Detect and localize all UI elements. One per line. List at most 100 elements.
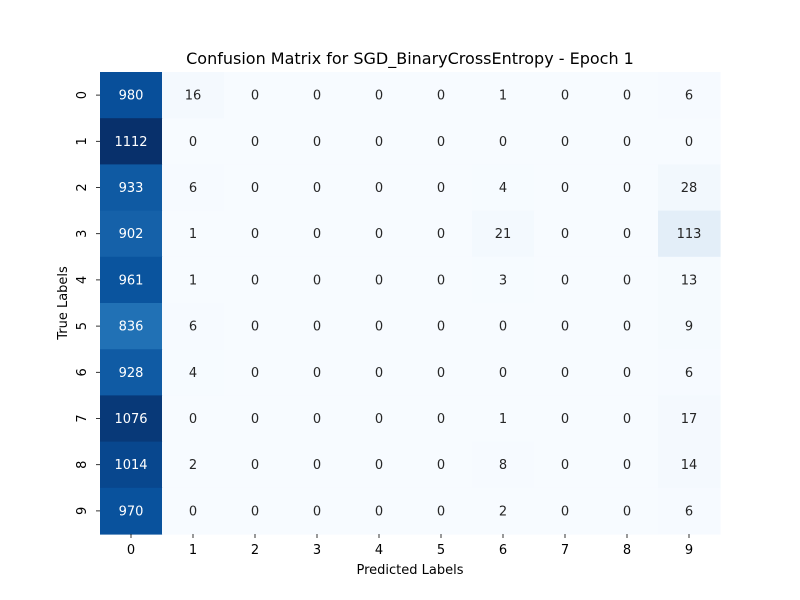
- cell-value-4-5: 0: [437, 273, 445, 288]
- heatmap-cell-7-5: [410, 395, 473, 443]
- x-tick-label-4: 4: [375, 543, 383, 558]
- cell-value-0-3: 0: [313, 89, 321, 104]
- cell-value-8-6: 8: [499, 458, 507, 473]
- heatmap-cell-1-0: [100, 118, 163, 165]
- cell-value-3-7: 0: [561, 227, 569, 242]
- heatmap-cell-4-5: [410, 256, 473, 304]
- cell-value-9-4: 0: [375, 504, 383, 519]
- heatmap-cell-1-1: [162, 118, 225, 165]
- heatmap-cell-9-6: [472, 487, 535, 535]
- heatmap-cell-7-4: [348, 395, 411, 443]
- heatmap-cell-0-2: [224, 72, 287, 119]
- cell-value-1-2: 0: [251, 135, 259, 150]
- y-tick-label-3: 3: [75, 230, 90, 238]
- heatmap-cell-4-6: [472, 256, 535, 304]
- cell-value-3-1: 1: [189, 227, 197, 242]
- cell-value-2-9: 28: [681, 181, 698, 196]
- heatmap-cell-2-0: [100, 164, 163, 212]
- cell-value-0-9: 6: [685, 89, 693, 104]
- heatmap-cell-9-7: [534, 487, 597, 535]
- cell-value-8-9: 14: [681, 458, 698, 473]
- heatmap-cell-1-4: [348, 118, 411, 165]
- x-axis-ticks: 0 1 2 3 4 5 6 7 8 9: [127, 534, 693, 558]
- cell-value-0-7: 0: [561, 89, 569, 104]
- cell-value-7-8: 0: [623, 412, 631, 427]
- cell-value-0-5: 0: [437, 89, 445, 104]
- heatmap-cell-6-0: [100, 349, 163, 396]
- x-tick-label-9: 9: [685, 543, 693, 558]
- heatmap-cell-1-2: [224, 118, 287, 165]
- heatmap-cell-6-1: [162, 349, 225, 396]
- heatmap-cell-3-0: [100, 210, 163, 258]
- cell-value-6-9: 6: [685, 366, 693, 381]
- cell-value-5-8: 0: [623, 320, 631, 335]
- cell-value-4-4: 0: [375, 273, 383, 288]
- cell-value-7-1: 0: [189, 412, 197, 427]
- x-tick-label-1: 1: [189, 543, 197, 558]
- cell-value-4-0: 961: [119, 273, 144, 288]
- heatmap-cell-9-1: [162, 487, 225, 535]
- heatmap-cell-0-6: [472, 72, 535, 119]
- cell-value-7-7: 0: [561, 412, 569, 427]
- y-tick-label-2: 2: [75, 183, 90, 191]
- heatmap-cell-7-9: [658, 395, 721, 443]
- cell-value-3-0: 902: [119, 227, 144, 242]
- cell-value-2-1: 6: [189, 181, 197, 196]
- x-tick-label-0: 0: [127, 543, 135, 558]
- heatmap-cell-7-8: [596, 395, 659, 443]
- cell-value-3-8: 0: [623, 227, 631, 242]
- heatmap-cell-2-8: [596, 164, 659, 212]
- cell-value-5-3: 0: [313, 320, 321, 335]
- heatmap-cell-3-9: [658, 210, 721, 258]
- heatmap-cell-3-8: [596, 210, 659, 258]
- heatmap-cell-1-5: [410, 118, 473, 165]
- chart-title: Confusion Matrix for SGD_BinaryCrossEntr…: [186, 49, 634, 69]
- heatmap-cell-1-3: [286, 118, 349, 165]
- heatmap-cells: [100, 72, 721, 535]
- heatmap-cell-3-2: [224, 210, 287, 258]
- cell-value-4-7: 0: [561, 273, 569, 288]
- cell-value-3-2: 0: [251, 227, 259, 242]
- cell-value-4-6: 3: [499, 273, 507, 288]
- cell-value-8-2: 0: [251, 458, 259, 473]
- cell-value-7-0: 1076: [114, 412, 147, 427]
- heatmap-cell-5-3: [286, 303, 349, 350]
- cell-value-0-2: 0: [251, 89, 259, 104]
- heatmap-cell-0-3: [286, 72, 349, 119]
- heatmap-cell-7-2: [224, 395, 287, 443]
- heatmap-cell-6-7: [534, 349, 597, 396]
- heatmap-cell-5-2: [224, 303, 287, 350]
- cell-value-5-9: 9: [685, 320, 693, 335]
- heatmap-cell-6-4: [348, 349, 411, 396]
- cell-value-7-6: 1: [499, 412, 507, 427]
- heatmap-cell-2-1: [162, 164, 225, 212]
- cell-value-9-7: 0: [561, 504, 569, 519]
- heatmap-cell-9-5: [410, 487, 473, 535]
- cell-value-9-1: 0: [189, 504, 197, 519]
- heatmap-cell-8-7: [534, 441, 597, 489]
- x-tick-label-7: 7: [561, 543, 569, 558]
- heatmap-cell-9-8: [596, 487, 659, 535]
- cell-value-2-5: 0: [437, 181, 445, 196]
- heatmap-cell-7-1: [162, 395, 225, 443]
- cell-value-3-9: 113: [677, 227, 702, 242]
- heatmap-cell-5-4: [348, 303, 411, 350]
- cell-value-9-2: 0: [251, 504, 259, 519]
- heatmap-cell-6-5: [410, 349, 473, 396]
- cell-value-3-3: 0: [313, 227, 321, 242]
- heatmap-cell-4-8: [596, 256, 659, 304]
- heatmap-cell-3-3: [286, 210, 349, 258]
- heatmap-cell-1-7: [534, 118, 597, 165]
- heatmap-cell-4-1: [162, 256, 225, 304]
- heatmap-cell-6-9: [658, 349, 721, 396]
- cell-value-4-9: 13: [681, 273, 698, 288]
- heatmap-cell-0-7: [534, 72, 597, 119]
- heatmap-cell-0-1: [162, 72, 225, 119]
- cell-value-1-1: 0: [189, 135, 197, 150]
- cell-value-6-1: 4: [189, 366, 197, 381]
- heatmap-cell-5-9: [658, 303, 721, 350]
- cell-value-9-8: 0: [623, 504, 631, 519]
- cell-value-9-3: 0: [313, 504, 321, 519]
- heatmap-cell-8-9: [658, 441, 721, 489]
